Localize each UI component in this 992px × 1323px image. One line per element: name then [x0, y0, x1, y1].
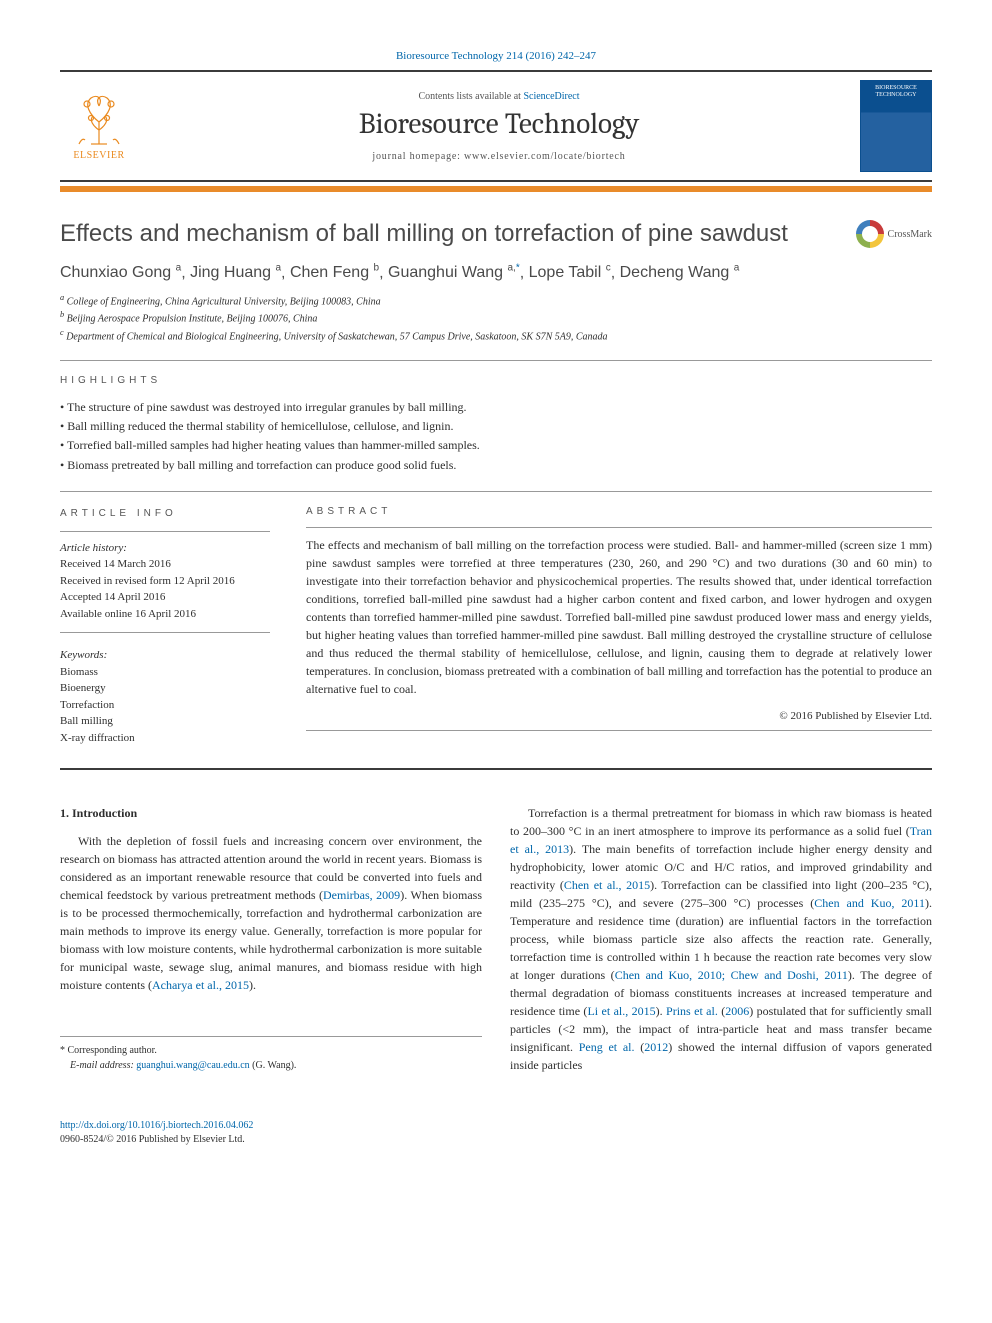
divider	[60, 491, 932, 492]
authors-list: Chunxiao Gong a, Jing Huang a, Chen Feng…	[60, 263, 932, 282]
sciencedirect-link[interactable]: ScienceDirect	[523, 91, 579, 102]
crossmark-badge[interactable]: CrossMark	[856, 220, 932, 248]
article-title: Effects and mechanism of ball milling on…	[60, 220, 844, 249]
keyword: Ball milling	[60, 713, 270, 730]
divider	[306, 730, 932, 731]
homepage-url[interactable]: www.elsevier.com/locate/biortech	[464, 151, 626, 162]
citation-link[interactable]: 2012	[644, 1040, 668, 1054]
elsevier-wordmark: ELSEVIER	[73, 150, 124, 161]
corr-email-person: (G. Wang).	[252, 1060, 296, 1071]
author-affil-marker: a	[176, 263, 182, 274]
article-info-heading: ARTICLE INFO	[60, 506, 270, 521]
corr-author-label: Corresponding author.	[68, 1045, 157, 1056]
intro-paragraph-2: Torrefaction is a thermal pretreatment f…	[510, 804, 932, 1074]
contents-lists-line: Contents lists available at ScienceDirec…	[138, 91, 860, 102]
citation-link[interactable]: 2006	[725, 1004, 749, 1018]
body-column-left: 1. Introduction With the depletion of fo…	[60, 804, 482, 1147]
highlights-heading: HIGHLIGHTS	[60, 375, 932, 386]
author: Decheng Wang a	[620, 264, 740, 281]
citation-link[interactable]: Prins et al.	[666, 1004, 718, 1018]
corresponding-author-footnote: * Corresponding author. E-mail address: …	[60, 1036, 482, 1073]
orange-divider-bar	[60, 186, 932, 192]
highlight-item: Torrefied ball-milled samples had higher…	[60, 436, 932, 455]
citation-link[interactable]: Demirbas, 2009	[323, 888, 400, 902]
email-label: E-mail address:	[70, 1060, 134, 1071]
keywords-label: Keywords:	[60, 647, 270, 664]
journal-ref-link[interactable]: Bioresource Technology 214 (2016) 242–24…	[396, 50, 596, 62]
citation-link[interactable]: Tran et al., 2013	[510, 824, 932, 856]
doi-link[interactable]: http://dx.doi.org/10.1016/j.biortech.201…	[60, 1120, 253, 1131]
history-line: Available online 16 April 2016	[60, 606, 270, 623]
history-line: Accepted 14 April 2016	[60, 589, 270, 606]
author: Chen Feng b	[290, 264, 379, 281]
divider	[60, 360, 932, 361]
citation-link[interactable]: Chen et al., 2015	[564, 878, 650, 892]
keyword: Bioenergy	[60, 680, 270, 697]
author: Lope Tabil c	[529, 264, 611, 281]
affil-b: Beijing Aerospace Propulsion Institute, …	[67, 314, 318, 325]
highlight-item: Ball milling reduced the thermal stabili…	[60, 417, 932, 436]
affiliations: a College of Engineering, China Agricult…	[60, 292, 932, 344]
author-affil-marker: a,*	[507, 263, 519, 274]
divider	[60, 632, 270, 633]
journal-reference: Bioresource Technology 214 (2016) 242–24…	[60, 50, 932, 62]
elsevier-tree-icon	[69, 92, 129, 148]
elsevier-logo[interactable]: ELSEVIER	[60, 92, 138, 161]
journal-homepage: journal homepage: www.elsevier.com/locat…	[138, 151, 860, 162]
cover-thumb-title: BIORESOURCE TECHNOLOGY	[861, 81, 931, 98]
doi-block: http://dx.doi.org/10.1016/j.biortech.201…	[60, 1119, 482, 1147]
highlights-block: The structure of pine sawdust was destro…	[60, 398, 932, 475]
keyword: Biomass	[60, 664, 270, 681]
abstract-heading: ABSTRACT	[306, 506, 932, 517]
keyword: Torrefaction	[60, 697, 270, 714]
author: Guanghui Wang a,*	[388, 264, 520, 281]
body-column-right: Torrefaction is a thermal pretreatment f…	[510, 804, 932, 1147]
affil-a: College of Engineering, China Agricultur…	[67, 296, 381, 307]
author: Chunxiao Gong a	[60, 264, 181, 281]
abstract-text: The effects and mechanism of ball millin…	[306, 536, 932, 698]
citation-link[interactable]: Peng et al.	[579, 1040, 635, 1054]
affil-c: Department of Chemical and Biological En…	[66, 331, 607, 342]
intro-paragraph-1: With the depletion of fossil fuels and i…	[60, 832, 482, 994]
journal-name: Bioresource Technology	[138, 108, 860, 141]
citation-link[interactable]: Chen and Kuo, 2011	[814, 896, 925, 910]
thick-divider	[60, 768, 932, 770]
article-info-column: ARTICLE INFO Article history: Received 1…	[60, 506, 270, 747]
crossmark-icon	[856, 220, 884, 248]
abstract-column: ABSTRACT The effects and mechanism of ba…	[306, 506, 932, 747]
journal-cover-thumbnail[interactable]: BIORESOURCE TECHNOLOGY	[860, 80, 932, 172]
journal-header: ELSEVIER Contents lists available at Sci…	[60, 70, 932, 182]
citation-link[interactable]: Li et al., 2015	[587, 1004, 655, 1018]
author-affil-marker: c	[606, 263, 611, 274]
highlight-item: Biomass pretreated by ball milling and t…	[60, 456, 932, 475]
history-line: Received 14 March 2016	[60, 556, 270, 573]
crossmark-label: CrossMark	[888, 229, 932, 240]
intro-heading: 1. Introduction	[60, 804, 482, 822]
highlight-item: The structure of pine sawdust was destro…	[60, 398, 932, 417]
divider	[60, 531, 270, 532]
citation-link[interactable]: Acharya et al., 2015	[152, 978, 249, 992]
keyword: X-ray diffraction	[60, 730, 270, 747]
divider	[306, 527, 932, 528]
author-affil-marker: b	[374, 263, 380, 274]
history-line: Received in revised form 12 April 2016	[60, 573, 270, 590]
copyright-line: © 2016 Published by Elsevier Ltd.	[306, 710, 932, 722]
issn-copyright-line: 0960-8524/© 2016 Published by Elsevier L…	[60, 1134, 245, 1145]
history-label: Article history:	[60, 540, 270, 557]
author-affil-marker: a	[734, 263, 740, 274]
corr-email-link[interactable]: guanghui.wang@cau.edu.cn	[136, 1060, 249, 1071]
author-affil-marker: a	[275, 263, 281, 274]
author: Jing Huang a	[190, 264, 281, 281]
citation-link[interactable]: Chen and Kuo, 2010; Chew and Doshi, 2011	[615, 968, 848, 982]
